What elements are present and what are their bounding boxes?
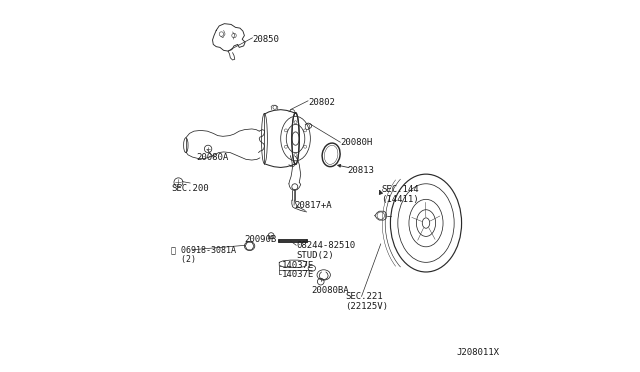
Text: (22125V): (22125V) [345,302,388,311]
Text: (14411): (14411) [381,195,419,204]
Text: 14037E: 14037E [282,261,314,270]
Text: 08244-82510: 08244-82510 [296,241,355,250]
Text: SEC.144: SEC.144 [381,185,419,194]
Text: 20802: 20802 [308,98,335,107]
Text: 14037E: 14037E [282,270,314,279]
Text: 20080H: 20080H [340,138,372,147]
Text: (2): (2) [171,255,196,264]
Text: ⓝ 06918-3081A: ⓝ 06918-3081A [171,246,236,254]
Text: 20850: 20850 [253,35,280,44]
Text: 20080BA: 20080BA [311,286,349,295]
Text: SEC.200: SEC.200 [171,184,209,193]
Text: SEC.221: SEC.221 [345,292,383,301]
Text: STUD(2): STUD(2) [296,251,334,260]
Text: 20817+A: 20817+A [294,201,332,210]
Text: 20080A: 20080A [196,153,228,162]
Text: 20813: 20813 [348,166,374,175]
Text: J208011X: J208011X [457,348,500,357]
Text: 20090B: 20090B [244,235,276,244]
